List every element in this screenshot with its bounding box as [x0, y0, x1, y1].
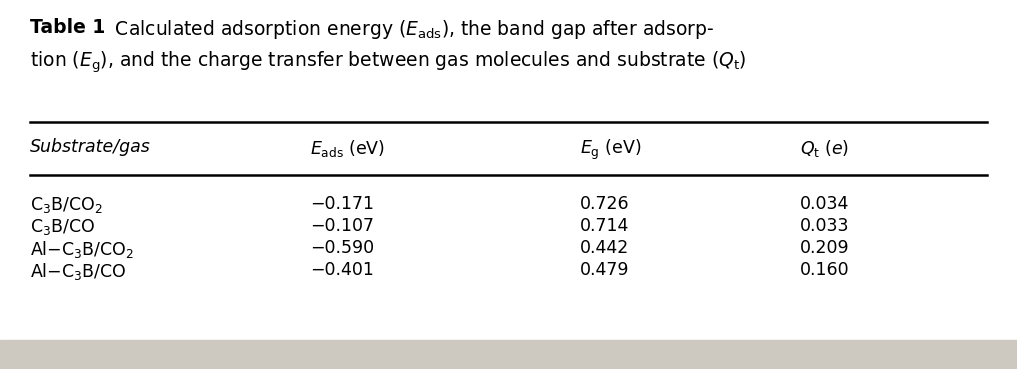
Text: −0.401: −0.401 [310, 261, 374, 279]
Text: 0.033: 0.033 [800, 217, 849, 235]
Text: −0.171: −0.171 [310, 195, 374, 213]
Text: 0.442: 0.442 [580, 239, 630, 257]
Text: 0.160: 0.160 [800, 261, 849, 279]
Text: C$_3$B/CO$_2$: C$_3$B/CO$_2$ [29, 195, 103, 215]
Text: Calculated adsorption energy ($E_{\mathregular{ads}}$), the band gap after adsor: Calculated adsorption energy ($E_{\mathr… [103, 18, 714, 41]
Text: Table 1: Table 1 [29, 18, 105, 37]
Text: Al$-$C$_3$B/CO: Al$-$C$_3$B/CO [29, 261, 126, 282]
Text: 0.726: 0.726 [580, 195, 630, 213]
Text: −0.107: −0.107 [310, 217, 374, 235]
Text: Al$-$C$_3$B/CO$_2$: Al$-$C$_3$B/CO$_2$ [29, 239, 134, 260]
Text: 0.479: 0.479 [580, 261, 630, 279]
Text: $E_{\mathregular{ads}}$ (eV): $E_{\mathregular{ads}}$ (eV) [310, 138, 385, 159]
Text: −0.590: −0.590 [310, 239, 374, 257]
Text: 0.209: 0.209 [800, 239, 849, 257]
Text: $Q_{\mathregular{t}}$ ($e$): $Q_{\mathregular{t}}$ ($e$) [800, 138, 849, 159]
Text: 0.714: 0.714 [580, 217, 630, 235]
Text: C$_3$B/CO: C$_3$B/CO [29, 217, 96, 237]
Text: 0.034: 0.034 [800, 195, 849, 213]
Text: tion ($E_{\mathregular{g}}$), and the charge transfer between gas molecules and : tion ($E_{\mathregular{g}}$), and the ch… [29, 50, 746, 76]
Text: Substrate/gas: Substrate/gas [29, 138, 151, 156]
Text: $E_{\mathregular{g}}$ (eV): $E_{\mathregular{g}}$ (eV) [580, 138, 642, 162]
